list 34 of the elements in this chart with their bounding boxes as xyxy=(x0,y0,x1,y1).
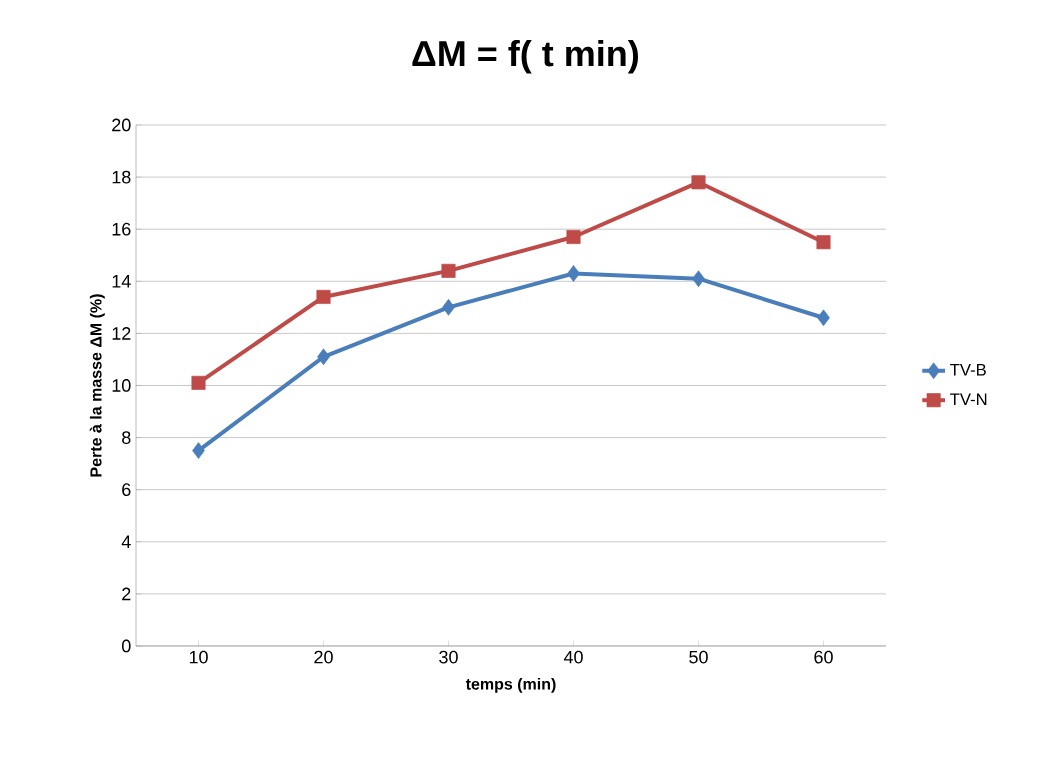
point xyxy=(566,230,581,245)
y-tick-label: 8 xyxy=(122,431,131,444)
point xyxy=(441,263,456,278)
y-tick-label: 18 xyxy=(112,170,131,184)
y-tick-label: 4 xyxy=(121,535,131,548)
y-tick-label: 20 xyxy=(112,118,131,132)
point xyxy=(692,270,705,288)
point xyxy=(567,265,580,282)
legend-label: TV-B xyxy=(950,364,986,376)
legend-label: TV-N xyxy=(950,393,987,405)
x-tick-label: 10 xyxy=(189,650,208,664)
x-tick-label: 60 xyxy=(814,650,833,664)
y-tick-label: 2 xyxy=(122,587,131,601)
point xyxy=(442,299,455,316)
point xyxy=(192,442,205,459)
y-tick-label: 6 xyxy=(122,483,131,497)
point xyxy=(817,309,830,327)
y-tick-label: 16 xyxy=(112,222,131,236)
y-tick-label: 12 xyxy=(112,327,131,340)
point xyxy=(191,375,206,390)
x-tick-label: 20 xyxy=(314,650,333,664)
x-axis-title: temps (min) xyxy=(465,677,556,693)
y-tick-label: 14 xyxy=(112,275,131,288)
x-tick-label: 40 xyxy=(563,650,583,664)
chart-title: ΔM = f( t min) xyxy=(412,40,638,74)
point xyxy=(316,289,331,304)
point xyxy=(816,235,831,250)
y-axis-title: Perte à la masse ΔM (%) xyxy=(89,294,105,477)
x-tick-label: 50 xyxy=(689,650,708,664)
x-tick-label: 30 xyxy=(439,650,458,664)
y-tick-label: 0 xyxy=(121,639,131,653)
point xyxy=(691,175,706,190)
point xyxy=(317,348,330,366)
y-tick-label: 10 xyxy=(112,379,131,392)
